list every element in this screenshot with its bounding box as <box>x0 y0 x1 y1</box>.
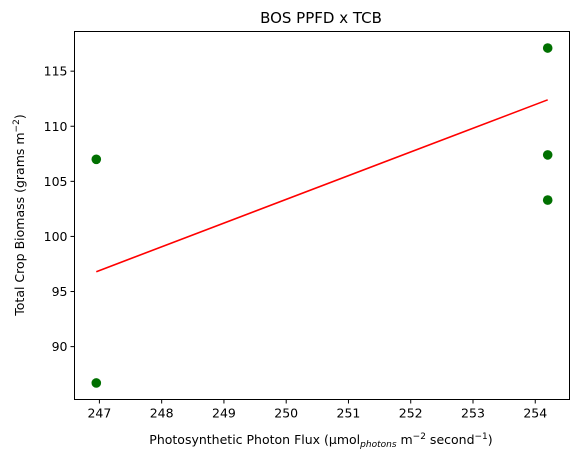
y-tick-label: 115 <box>44 64 68 79</box>
data-point <box>543 43 553 53</box>
x-tick-label: 247 <box>87 406 111 421</box>
x-tick-label: 254 <box>523 406 547 421</box>
y-tick-label: 110 <box>44 119 68 134</box>
x-tick-label: 248 <box>150 406 174 421</box>
x-axis-label: Photosynthetic Photon Flux (µmolphotons … <box>149 432 492 450</box>
series-layer <box>91 43 552 388</box>
x-axis-ticks: 247 248 249 250 251 252 253 254 <box>87 400 547 421</box>
y-tick-label: 100 <box>44 229 68 244</box>
y-tick-label: 105 <box>44 174 68 189</box>
x-tick-label: 251 <box>337 406 361 421</box>
x-tick-label: 249 <box>212 406 236 421</box>
x-tick-label: 250 <box>274 406 298 421</box>
y-tick-label: 95 <box>52 284 68 299</box>
trend-line <box>96 100 547 272</box>
plot-area <box>75 32 570 400</box>
data-point <box>543 150 553 160</box>
chart-title: BOS PPFD x TCB <box>260 9 382 27</box>
data-point <box>91 155 101 165</box>
x-tick-label: 252 <box>399 406 423 421</box>
x-tick-label: 253 <box>461 406 485 421</box>
data-point <box>543 195 553 205</box>
data-point <box>91 378 101 388</box>
y-axis-ticks: 90 95 100 105 110 115 <box>44 64 75 354</box>
y-tick-label: 90 <box>52 339 68 354</box>
y-axis-label: Total Crop Biomass (grams m−2) <box>12 114 27 316</box>
